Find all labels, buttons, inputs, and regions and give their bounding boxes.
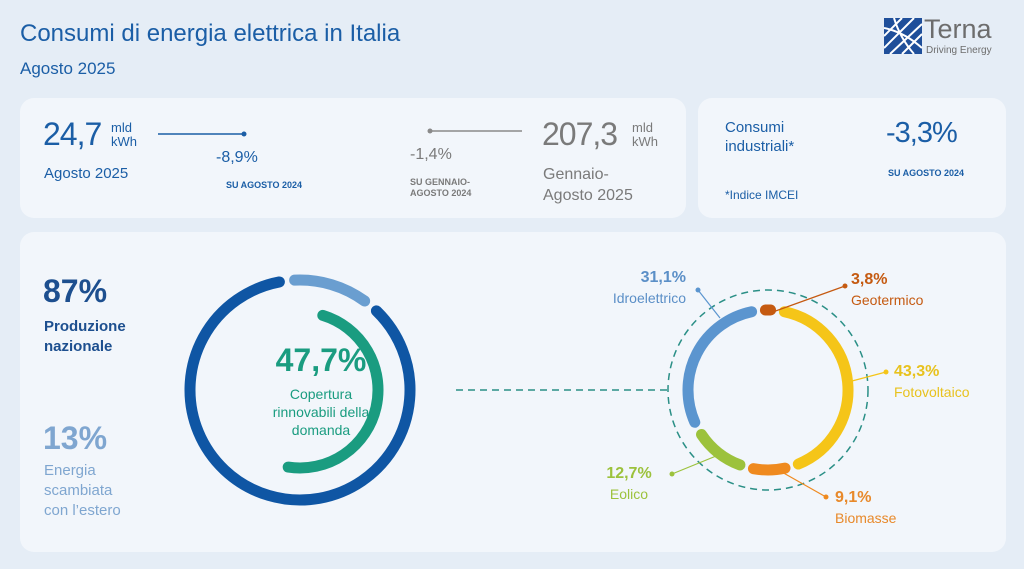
page-title: Consumi di energia elettrica in Italia	[20, 20, 401, 47]
label-line: con l’estero	[44, 502, 121, 519]
consumption-card	[20, 98, 686, 218]
segment-eolico	[696, 429, 746, 471]
cat: Geotermico	[851, 292, 924, 308]
industrial-ref: SU AGOSTO 2024	[888, 168, 965, 178]
ytd-unit: mld kWh	[632, 121, 658, 149]
ref-line: AGOSTO 2024	[410, 188, 472, 198]
segment-biomasse	[747, 462, 791, 476]
industrial-label: Consumi industriali*	[725, 118, 794, 156]
ytd-period: Gennaio- Agosto 2025	[543, 164, 633, 206]
pct: 12,7%	[606, 465, 652, 482]
cat: Eolico	[609, 486, 649, 502]
cat: Idroelettrico	[612, 290, 686, 306]
terna-logo: Terna Driving Energy	[884, 14, 1009, 60]
monthly-arrow-dot	[241, 131, 247, 137]
logo-name: Terna	[924, 14, 992, 44]
monthly-unit: mld kWh	[111, 121, 137, 149]
unit-line: mld	[111, 120, 132, 135]
abroad-value: 13%	[43, 420, 108, 456]
period-line: Gennaio-	[543, 166, 609, 183]
segment-idroelettrico	[682, 306, 758, 428]
abroad-arc	[289, 274, 371, 307]
label-line: Energia	[44, 462, 96, 479]
leader-line	[851, 371, 887, 382]
label-line: rinnovabili della	[272, 404, 370, 420]
monthly-period: Agosto 2025	[44, 165, 129, 182]
pct: 9,1%	[835, 489, 872, 506]
period-line: Agosto 2025	[543, 187, 633, 204]
label-line: domanda	[291, 422, 351, 438]
label-geotermico: 3,8% Geotermico	[851, 270, 923, 310]
label-line: Copertura	[289, 386, 353, 402]
ref-line: SU GENNAIO-	[410, 177, 471, 187]
label-line: scambiata	[44, 482, 113, 499]
leader-line	[671, 453, 722, 475]
unit-line: mld	[632, 120, 653, 135]
renewables-label: Copertura rinnovabili della domanda	[236, 385, 406, 439]
ytd-change-ref: SU GENNAIO- AGOSTO 2024	[410, 177, 471, 199]
cat: Biomasse	[835, 510, 897, 526]
renewables-arc	[282, 309, 384, 474]
renewables-value: 47,7%	[275, 342, 367, 378]
national-arc	[184, 276, 416, 506]
leader-dot	[883, 369, 889, 375]
leader-line	[697, 289, 721, 319]
industrial-note: *Indice IMCEI	[725, 188, 799, 202]
unit-line: kWh	[111, 134, 137, 149]
cat: Fotovoltaico	[894, 384, 970, 400]
leader-dot	[842, 283, 848, 289]
logo-tagline: Driving Energy	[926, 45, 992, 56]
terna-grid-logo-icon	[884, 18, 923, 55]
monthly-value: 24,7	[43, 116, 102, 152]
national-label: Produzione nazionale	[44, 317, 126, 357]
ytd-change: -1,4%	[410, 146, 452, 163]
abroad-label: Energia scambiata con l’estero	[44, 461, 121, 521]
monthly-change: -8,9%	[216, 149, 258, 166]
leader-line	[779, 470, 827, 498]
label-line: Produzione	[44, 318, 126, 335]
leader-dot	[695, 287, 701, 293]
industrial-value: -3,3%	[886, 117, 958, 149]
national-value: 87%	[43, 273, 108, 309]
unit-line: kWh	[632, 134, 658, 149]
monthly-change-ref: SU AGOSTO 2024	[226, 180, 303, 190]
label-line: Consumi	[725, 119, 785, 136]
leader-line	[769, 285, 846, 314]
pct: 3,8%	[851, 271, 888, 288]
supply-card	[20, 232, 1006, 552]
pct: 43,3%	[894, 363, 940, 380]
label-line: industriali*	[725, 138, 795, 155]
industrial-card	[698, 98, 1006, 218]
ytd-value: 207,3	[542, 116, 618, 152]
label-eolico: 12,7% Eolico	[600, 464, 658, 504]
pct: 31,1%	[640, 269, 686, 286]
label-idroelettrico: 31,1% Idroelettrico	[580, 268, 686, 308]
label-fotovoltaico: 43,3% Fotovoltaico	[894, 362, 969, 402]
page-subtitle: Agosto 2025	[20, 59, 116, 78]
leader-dot	[669, 471, 675, 477]
label-line: nazionale	[44, 338, 113, 355]
leader-dot	[823, 494, 829, 500]
segment-fotovoltaico	[778, 306, 854, 470]
dashed-ring	[667, 289, 869, 491]
label-biomasse: 9,1% Biomasse	[835, 488, 896, 528]
ytd-arrow-dot	[427, 128, 433, 134]
